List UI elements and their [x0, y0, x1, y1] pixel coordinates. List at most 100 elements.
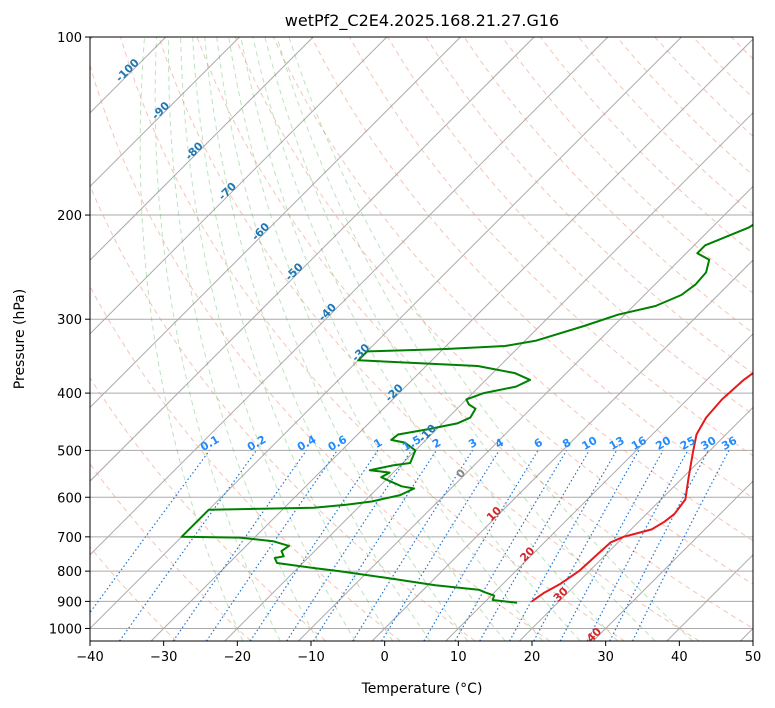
mixing-ratio-line — [381, 450, 500, 641]
x-tick-label: −20 — [224, 650, 251, 665]
dry-adiabat-label: 20 — [517, 544, 537, 564]
mixing-ratio-line — [454, 450, 568, 641]
moist-adiabat-line — [252, 37, 581, 641]
dry-adiabat-line — [90, 285, 401, 641]
x-tick-label: 20 — [524, 650, 541, 665]
dry-adiabat-line — [501, 37, 753, 294]
dry-adiabat-line — [272, 37, 753, 542]
moist-adiabat-line — [167, 37, 319, 641]
dry-adiabat-line — [387, 37, 753, 416]
x-tick-label: 50 — [745, 650, 762, 665]
mixing-ratio-line — [172, 450, 307, 641]
y-axis-ticks: 100 200 300 400 500 600 700 800 900 1000 — [49, 31, 90, 637]
isotherm-line — [90, 37, 314, 261]
background-lines — [90, 37, 775, 641]
isotherm-line — [150, 38, 753, 641]
isotherm-line — [371, 259, 753, 641]
x-tick-label: 10 — [450, 650, 467, 665]
dry-adiabat-label: -60 — [249, 220, 272, 243]
dry-adiabat-line — [616, 37, 753, 176]
isotherm-line — [90, 37, 682, 630]
chart-title: wetPf2_C2E4.2025.168.21.27.G16 — [285, 11, 559, 31]
x-tick-label: 0 — [381, 650, 389, 665]
series-layer — [180, 223, 753, 604]
mixing-ratio-label: 2 — [430, 436, 443, 451]
dry-adiabat-line — [90, 63, 551, 641]
y-tick-label: 500 — [57, 444, 82, 459]
moist-adiabat-line — [240, 37, 544, 641]
mixing-ratio-label: 3 — [466, 436, 479, 451]
y-tick-label: 700 — [57, 531, 82, 546]
x-tick-label: 40 — [671, 650, 688, 665]
mixing-ratio-line — [632, 450, 730, 641]
y-tick-label: 800 — [57, 565, 82, 580]
mixing-ratio-line — [559, 450, 664, 641]
mixing-ratio-line — [249, 450, 379, 641]
y-tick-label: 600 — [57, 491, 82, 506]
dry-adiabat-line — [196, 37, 753, 630]
mixing-ratio-line — [90, 450, 211, 614]
dry-adiabat-line — [349, 37, 753, 457]
mixing-ratio-line — [509, 450, 618, 641]
y-axis-title: Pressure (hPa) — [12, 289, 28, 389]
moist-adiabat-line — [228, 37, 506, 641]
moist-adiabat-line — [204, 37, 431, 641]
isotherm-line — [90, 37, 461, 409]
dry-adiabat-line — [769, 37, 775, 641]
isotherm-line — [592, 480, 753, 641]
x-tick-label: −40 — [76, 650, 103, 665]
temperature-profile-line — [531, 371, 753, 603]
y-tick-label: 900 — [57, 595, 82, 610]
dewpoint-profile-line — [180, 223, 753, 604]
mixing-ratio-line — [423, 450, 539, 641]
x-axis-ticks: −40 −30 −20 −10 0 10 20 30 40 50 — [76, 641, 761, 665]
isotherm-line — [90, 37, 388, 335]
isotherm-line — [740, 627, 753, 641]
mixing-ratio-line — [312, 450, 437, 641]
dry-adiabat-label: -50 — [283, 260, 306, 283]
mixing-ratio-line — [286, 450, 413, 641]
dry-adiabat-line — [654, 37, 753, 137]
isotherm-line — [519, 406, 753, 641]
x-tick-label: 30 — [597, 650, 614, 665]
dry-adiabat-line — [692, 37, 753, 99]
x-axis-title: Temperature (°C) — [361, 681, 483, 697]
dry-adiabat-line — [90, 546, 177, 641]
mixing-ratio-line — [119, 450, 257, 641]
mixing-ratio-label: 4 — [493, 436, 506, 451]
moist-adiabat-line — [192, 37, 394, 641]
dry-adiabat-line — [158, 37, 700, 641]
moist-adiabat-line — [216, 37, 469, 641]
dry-adiabat-line — [540, 37, 753, 255]
y-tick-label: 400 — [57, 387, 82, 402]
mixing-ratio-line — [352, 450, 474, 641]
moist-adiabat-line — [139, 37, 244, 641]
moist-adiabat-line — [264, 37, 618, 641]
mixing-ratio-label: 1 — [372, 436, 385, 451]
isotherm-line — [90, 37, 609, 556]
x-tick-label: −30 — [150, 650, 177, 665]
mixing-ratio-line — [205, 450, 338, 641]
dry-adiabat-line — [90, 463, 252, 641]
mixing-ratio-line — [533, 450, 640, 641]
isotherm-line — [224, 112, 753, 641]
dry-adiabat-label: -70 — [216, 180, 239, 203]
dry-adiabat-line — [90, 184, 476, 641]
dry-adiabat-line — [463, 37, 753, 334]
dry-adiabat-label: -20 — [383, 381, 406, 404]
dry-adiabat-line — [120, 37, 625, 641]
y-tick-label: 1000 — [49, 622, 82, 637]
y-tick-label: 200 — [57, 209, 82, 224]
plot-frame — [89, 36, 754, 642]
moist-adiabat-line — [180, 37, 356, 641]
isotherm-line — [90, 37, 240, 188]
mixing-ratio-label: 6 — [532, 436, 545, 451]
dry-adiabat-line — [234, 37, 753, 585]
moist-adiabat-line — [276, 37, 656, 641]
dry-adiabat-label: -90 — [149, 99, 172, 122]
moist-adiabat-line — [154, 37, 281, 641]
x-tick-label: −10 — [297, 650, 324, 665]
dry-adiabat-label: 40 — [584, 625, 604, 645]
dry-adiabat-line — [90, 376, 327, 641]
